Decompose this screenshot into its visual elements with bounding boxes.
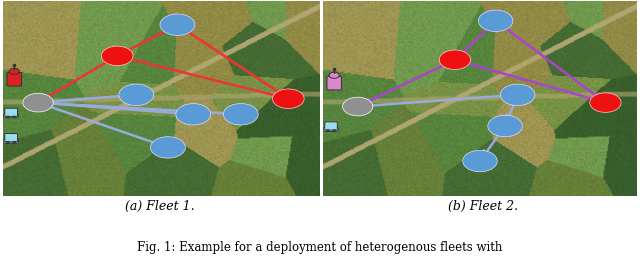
- Circle shape: [150, 137, 186, 158]
- Circle shape: [479, 10, 513, 32]
- Circle shape: [223, 104, 258, 125]
- Circle shape: [23, 93, 53, 112]
- Circle shape: [273, 89, 304, 108]
- Circle shape: [13, 141, 16, 143]
- Circle shape: [463, 150, 497, 172]
- FancyBboxPatch shape: [324, 127, 339, 131]
- Circle shape: [333, 130, 336, 132]
- Circle shape: [160, 14, 195, 36]
- Circle shape: [6, 141, 10, 143]
- FancyBboxPatch shape: [4, 108, 17, 117]
- FancyBboxPatch shape: [324, 122, 337, 130]
- Circle shape: [13, 116, 16, 118]
- FancyBboxPatch shape: [7, 72, 22, 86]
- Circle shape: [101, 46, 133, 66]
- Text: (a) Fleet 1.: (a) Fleet 1.: [125, 200, 195, 213]
- Circle shape: [500, 84, 535, 105]
- FancyBboxPatch shape: [4, 114, 19, 118]
- Circle shape: [119, 84, 154, 105]
- Circle shape: [329, 72, 339, 78]
- Circle shape: [176, 104, 211, 125]
- FancyBboxPatch shape: [4, 134, 17, 142]
- Circle shape: [590, 93, 621, 112]
- Circle shape: [9, 68, 19, 74]
- Text: Fig. 1: Example for a deployment of heterogenous fleets with: Fig. 1: Example for a deployment of hete…: [138, 241, 502, 254]
- Text: (b) Fleet 2.: (b) Fleet 2.: [448, 200, 518, 213]
- FancyBboxPatch shape: [327, 76, 341, 90]
- FancyBboxPatch shape: [4, 139, 19, 143]
- Circle shape: [326, 130, 330, 132]
- Circle shape: [488, 115, 522, 137]
- Circle shape: [342, 97, 372, 116]
- Circle shape: [439, 50, 470, 69]
- Circle shape: [6, 116, 10, 118]
